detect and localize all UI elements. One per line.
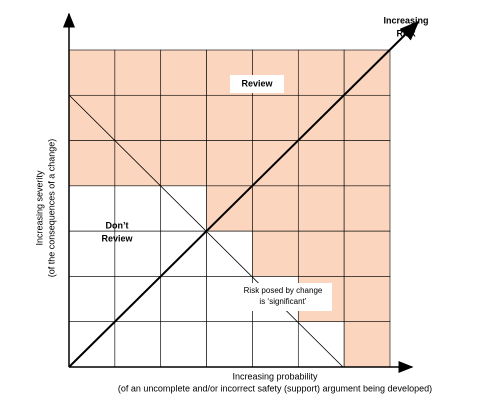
risk-arrow <box>68 20 420 368</box>
review-label: Review <box>241 78 273 88</box>
grid-cell <box>160 276 207 323</box>
dont-review-label: Review <box>101 233 133 243</box>
grid-cell <box>68 276 116 323</box>
significant-label: is ‘significant’ <box>259 297 306 306</box>
grid-cell <box>252 94 299 141</box>
grid-cell <box>68 230 116 277</box>
grid-cell <box>343 94 391 141</box>
grid-cell <box>114 49 162 96</box>
grid-cell <box>114 94 162 141</box>
grid-cell <box>206 94 253 141</box>
grid-cell <box>297 140 345 187</box>
grid-cell <box>68 49 116 96</box>
grid-cell <box>68 140 116 187</box>
grid-cell <box>160 140 207 187</box>
grid-cell <box>297 230 345 277</box>
grid-cell <box>252 230 299 277</box>
grid-cell <box>343 321 391 368</box>
grid-cell <box>206 321 253 368</box>
grid-cell <box>206 140 253 187</box>
grid <box>68 49 391 368</box>
grid-cell <box>343 276 391 323</box>
grid-cell <box>252 321 299 368</box>
grid-cell <box>297 321 345 368</box>
risk-label: Risk <box>396 28 416 38</box>
grid-cell <box>252 185 299 232</box>
y-axis-label: (of the consequences of a change) <box>46 139 56 278</box>
grid-cell <box>114 321 162 368</box>
grid-cell <box>297 185 345 232</box>
grid-cell <box>114 185 162 232</box>
risk-label: Increasing <box>383 15 428 25</box>
grid-cell <box>160 49 207 96</box>
dont-review-label: Don’t <box>106 220 129 230</box>
grid-cell <box>343 140 391 187</box>
grid-cell <box>68 185 116 232</box>
grid-cell <box>160 94 207 141</box>
grid-cell <box>297 49 345 96</box>
grid-cell <box>160 321 207 368</box>
label-box <box>230 75 284 93</box>
label-box <box>234 283 332 311</box>
grid-cell <box>343 185 391 232</box>
y-axis-label: Increasing severity <box>34 170 44 246</box>
x-axis-label: Increasing probability <box>232 371 318 381</box>
x-axis-label: (of an uncomplete and/or incorrect safet… <box>118 383 432 393</box>
grid-cell <box>343 230 391 277</box>
significant-label: Risk posed by change <box>244 286 323 295</box>
